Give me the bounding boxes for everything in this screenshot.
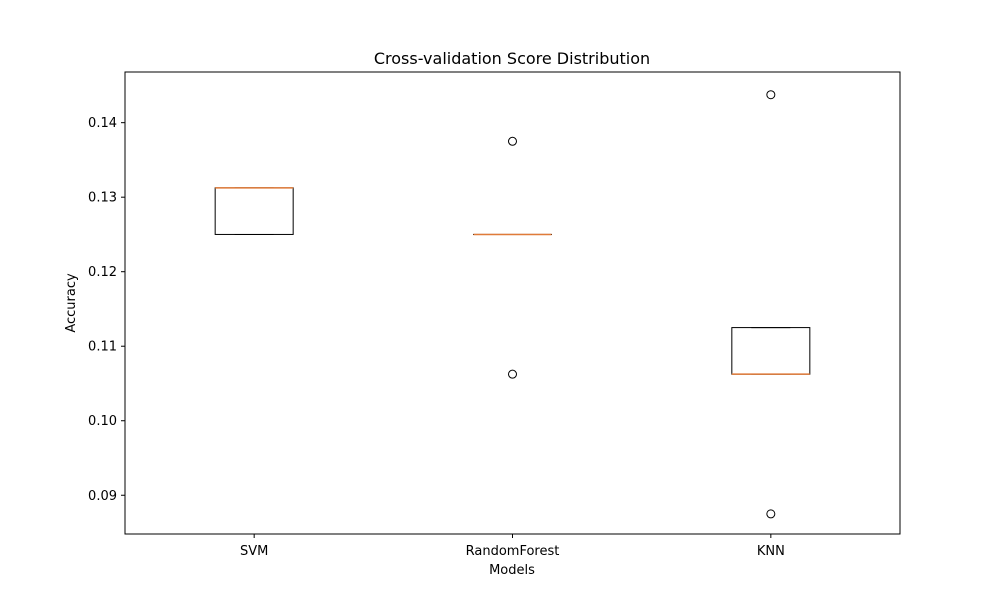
box-knn: [731, 90, 811, 519]
y-tick-label: 0.14: [88, 116, 117, 131]
box-iqr: [214, 187, 294, 235]
outlier-point: [508, 369, 517, 379]
y-tick-label: 0.10: [88, 414, 117, 429]
y-tick-label: 0.11: [88, 340, 117, 355]
y-tick-label: 0.12: [88, 265, 117, 280]
boxes: [214, 90, 811, 519]
y-axis-label: Accuracy: [64, 273, 79, 333]
x-tick-label: RandomForest: [466, 544, 560, 559]
y-axis: 0.09 0.10 0.11 0.12 0.13 0.14: [88, 116, 125, 504]
outlier-point: [766, 90, 776, 100]
outlier-point: [508, 136, 517, 146]
x-tick-label: KNN: [757, 544, 785, 559]
chart-title: Cross-validation Score Distribution: [374, 49, 650, 68]
x-tick-label: SVM: [240, 544, 268, 559]
x-axis-label: Models: [489, 563, 535, 578]
box-randomforest: [473, 136, 552, 379]
y-tick-label: 0.09: [88, 489, 117, 504]
box-svm: [214, 187, 294, 235]
x-axis: SVM RandomForest KNN: [240, 534, 785, 559]
plot-area: [124, 71, 901, 535]
outlier-point: [766, 509, 776, 519]
y-tick-label: 0.13: [88, 191, 117, 206]
box-iqr: [731, 327, 811, 375]
